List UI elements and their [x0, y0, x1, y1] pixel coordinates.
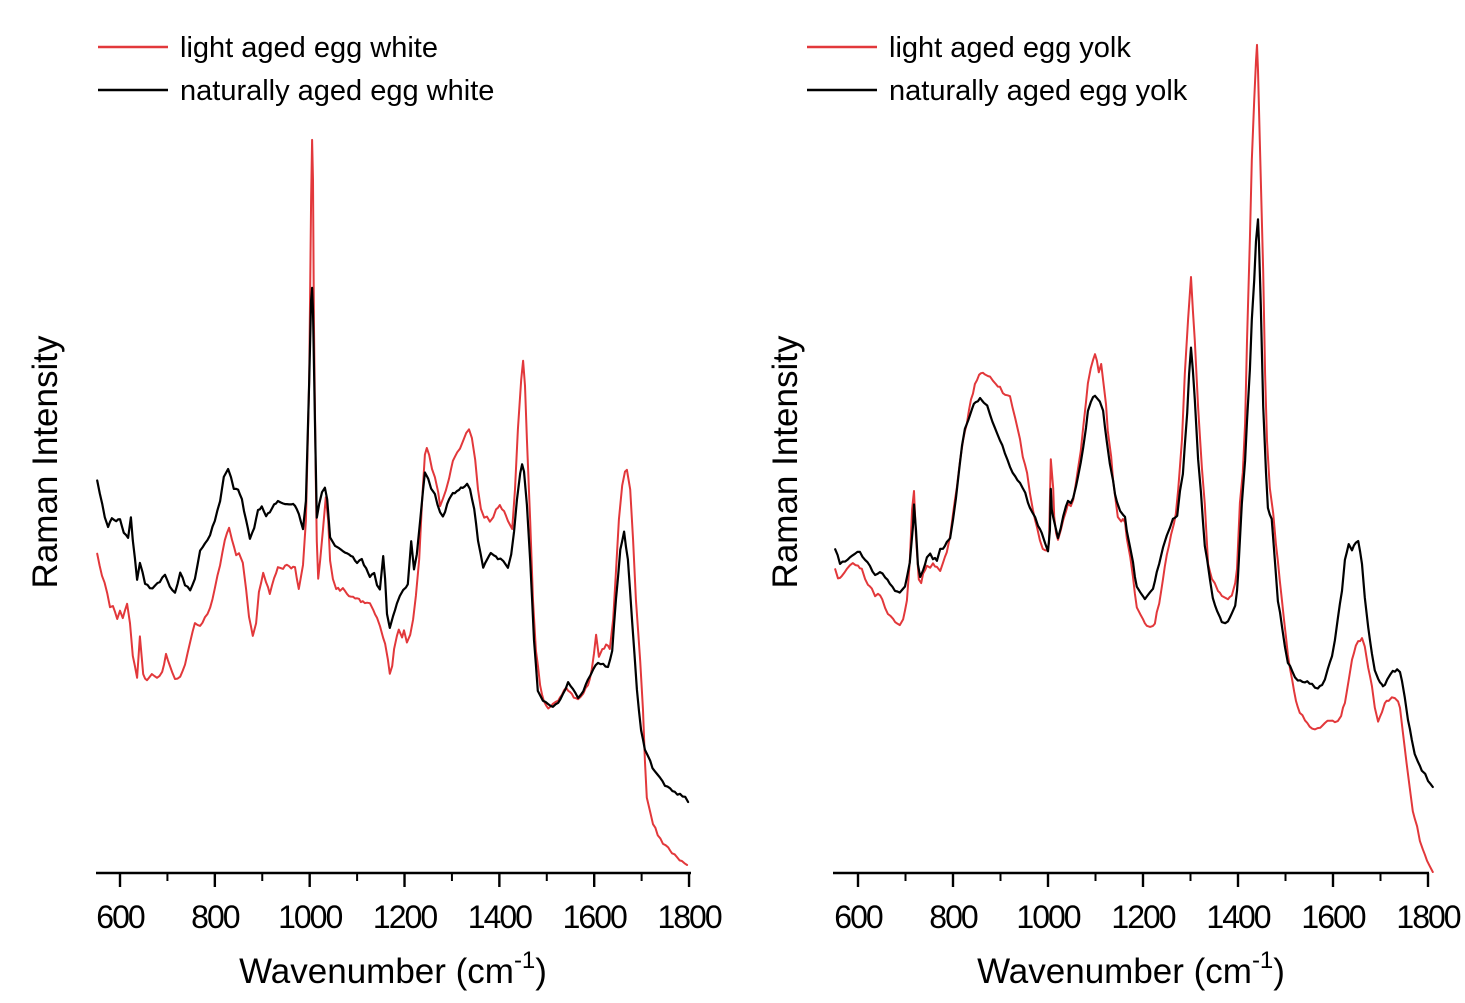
curve-light-aged-egg-white — [96, 138, 689, 866]
x-tick-label: 1400 — [1206, 899, 1270, 935]
x-tick-label: 600 — [96, 899, 145, 935]
legend-label-light-aged-egg-white: light aged egg white — [180, 32, 438, 64]
y-axis-label: Raman Intensity — [26, 335, 65, 588]
x-tick-label: 1200 — [1111, 899, 1175, 935]
x-tick-label: 1800 — [1396, 899, 1460, 935]
legend-label-naturally-aged-egg-yolk: naturally aged egg yolk — [889, 75, 1188, 107]
x-tick-label: 1600 — [1301, 899, 1365, 935]
legend-label-naturally-aged-egg-white: naturally aged egg white — [180, 75, 494, 107]
x-tick-label: 800 — [191, 899, 240, 935]
x-tick-label: 1800 — [657, 899, 721, 935]
x-tick-label: 1200 — [373, 899, 437, 935]
curve-light-aged-egg-yolk — [834, 43, 1434, 873]
panel-egg-yolk: 600 800 1000 1200 1400 1600 1800 Wavenumber (cm… — [766, 32, 1463, 991]
x-tick-label: 1400 — [468, 899, 532, 935]
x-tick-label: 600 — [834, 899, 883, 935]
legend-label-light-aged-egg-yolk: light aged egg yolk — [889, 32, 1131, 64]
x-tick-label: 1000 — [278, 899, 342, 935]
x-tick-label: 1600 — [563, 899, 627, 935]
x-tick-label: 1000 — [1016, 899, 1080, 935]
x-tick-label: 800 — [929, 899, 978, 935]
x-axis-label: Wavenumber (cm-1) — [239, 947, 547, 991]
curve-naturally-aged-egg-yolk — [834, 218, 1434, 789]
panel-egg-white: 600 800 1000 1200 1400 1600 1800 Wavenumber (cm… — [26, 32, 724, 991]
y-axis-label: Raman Intensity — [766, 335, 805, 588]
x-axis-label: Wavenumber (cm-1) — [977, 947, 1285, 991]
curve-naturally-aged-egg-white — [96, 286, 690, 804]
